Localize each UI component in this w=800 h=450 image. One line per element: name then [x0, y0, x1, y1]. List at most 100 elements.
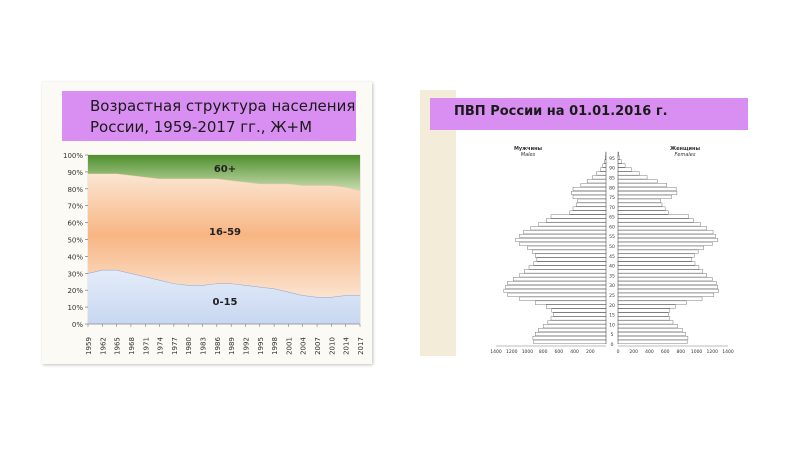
y-tick-label: 20% [67, 287, 83, 295]
male-bar [515, 238, 607, 242]
male-x-tick-label: 800 [539, 349, 548, 355]
male-x-tick-label: 200 [586, 349, 595, 355]
y-tick-label: 70% [67, 203, 83, 211]
x-tick-label: 1995 [257, 337, 265, 355]
female-bar [617, 245, 704, 250]
age-tick-label: 50 [609, 244, 615, 250]
males-subheader: Males [521, 152, 536, 158]
x-tick-label: 2014 [343, 337, 351, 355]
male-bar [535, 253, 607, 258]
age-tick-label: 75 [609, 195, 615, 201]
y-tick-label: 40% [67, 253, 83, 261]
female-bar [617, 265, 700, 270]
female-bar [617, 300, 687, 305]
x-tick-label: 2017 [357, 337, 365, 355]
male-bar [575, 202, 607, 207]
male-bar [519, 273, 607, 278]
female-x-tick-label: 200 [629, 349, 638, 355]
male-bar [580, 183, 607, 188]
age-tick-label: 65 [609, 215, 615, 221]
x-tick-label: 1977 [171, 337, 179, 355]
female-bar [617, 234, 716, 238]
male-bar [596, 171, 607, 176]
area-series-60+ [88, 155, 360, 191]
x-tick-label: 1989 [228, 337, 236, 355]
female-bar [617, 214, 689, 219]
female-bar [617, 210, 669, 215]
female-bar [617, 257, 693, 262]
female-bar [617, 281, 717, 286]
x-tick-label: 1998 [271, 337, 279, 355]
females-header: Женщины [670, 146, 700, 152]
age-tick-label: 5 [611, 332, 614, 338]
female-bar [617, 308, 671, 313]
male-bar [538, 328, 607, 333]
series-label-60+: 60+ [214, 164, 236, 175]
male-bar [533, 261, 607, 266]
x-tick-label: 1974 [157, 337, 165, 355]
x-tick-label: 1992 [242, 337, 250, 355]
male-bar [513, 277, 607, 282]
y-tick-label: 90% [67, 169, 83, 177]
male-bar [507, 292, 607, 297]
x-tick-label: 1980 [185, 337, 193, 355]
male-bar [533, 339, 607, 344]
female-bar [617, 304, 676, 309]
area-series-0-15 [88, 269, 360, 324]
male-bar [577, 198, 607, 203]
female-bar [617, 238, 718, 242]
y-tick-label: 100% [63, 152, 83, 160]
male-bar [527, 245, 607, 250]
male-bar [530, 226, 607, 231]
right-chart-title: ПВП России на 01.01.2016 г. [430, 98, 748, 130]
female-bar [617, 316, 671, 321]
age-tick-label: 55 [609, 234, 615, 240]
female-bar [617, 292, 715, 297]
age-tick-label: 20 [609, 303, 615, 309]
x-tick-label: 1986 [214, 337, 222, 355]
male-bar [600, 167, 607, 172]
male-bar [542, 324, 607, 329]
x-tick-label: 1965 [114, 337, 122, 355]
female-bar [617, 175, 648, 180]
age-tick-label: 40 [609, 264, 615, 270]
female-bar [617, 183, 667, 188]
age-tick-label: 35 [609, 273, 615, 279]
female-bar [617, 324, 678, 329]
left-chart-title: Возрастная структура населения России, 1… [62, 91, 356, 141]
female-bar [617, 159, 622, 164]
male-bar [551, 308, 607, 313]
male-bar [523, 230, 607, 235]
male-bar [507, 281, 607, 286]
male-bar [519, 234, 607, 238]
y-tick-label: 50% [67, 237, 83, 245]
male-bar [531, 249, 607, 254]
female-bar [617, 328, 683, 333]
male-bar [503, 288, 607, 293]
female-bar [617, 230, 714, 235]
male-bar [550, 214, 607, 219]
female-bar [617, 273, 707, 278]
female-bar [617, 187, 677, 191]
female-bar [617, 191, 678, 195]
male-bar [519, 296, 607, 301]
x-tick-label: 2004 [300, 337, 308, 355]
female-bar [617, 269, 704, 274]
series-label-0-15: 0-15 [212, 297, 237, 308]
female-x-tick-label: 0 [617, 349, 620, 355]
female-bar [617, 206, 666, 211]
females-subheader: Females [675, 152, 696, 158]
age-tick-label: 10 [609, 322, 615, 328]
male-bar [535, 300, 607, 305]
x-tick-label: 1968 [128, 337, 136, 355]
male-bar [528, 265, 607, 270]
female-bar [617, 167, 632, 172]
male-bar [572, 194, 607, 199]
female-bar [617, 179, 658, 184]
male-bar [602, 163, 607, 168]
female-bar [617, 288, 719, 293]
female-bar [617, 222, 701, 227]
age-tick-label: 90 [609, 166, 615, 172]
age-tick-label: 95 [609, 156, 615, 162]
